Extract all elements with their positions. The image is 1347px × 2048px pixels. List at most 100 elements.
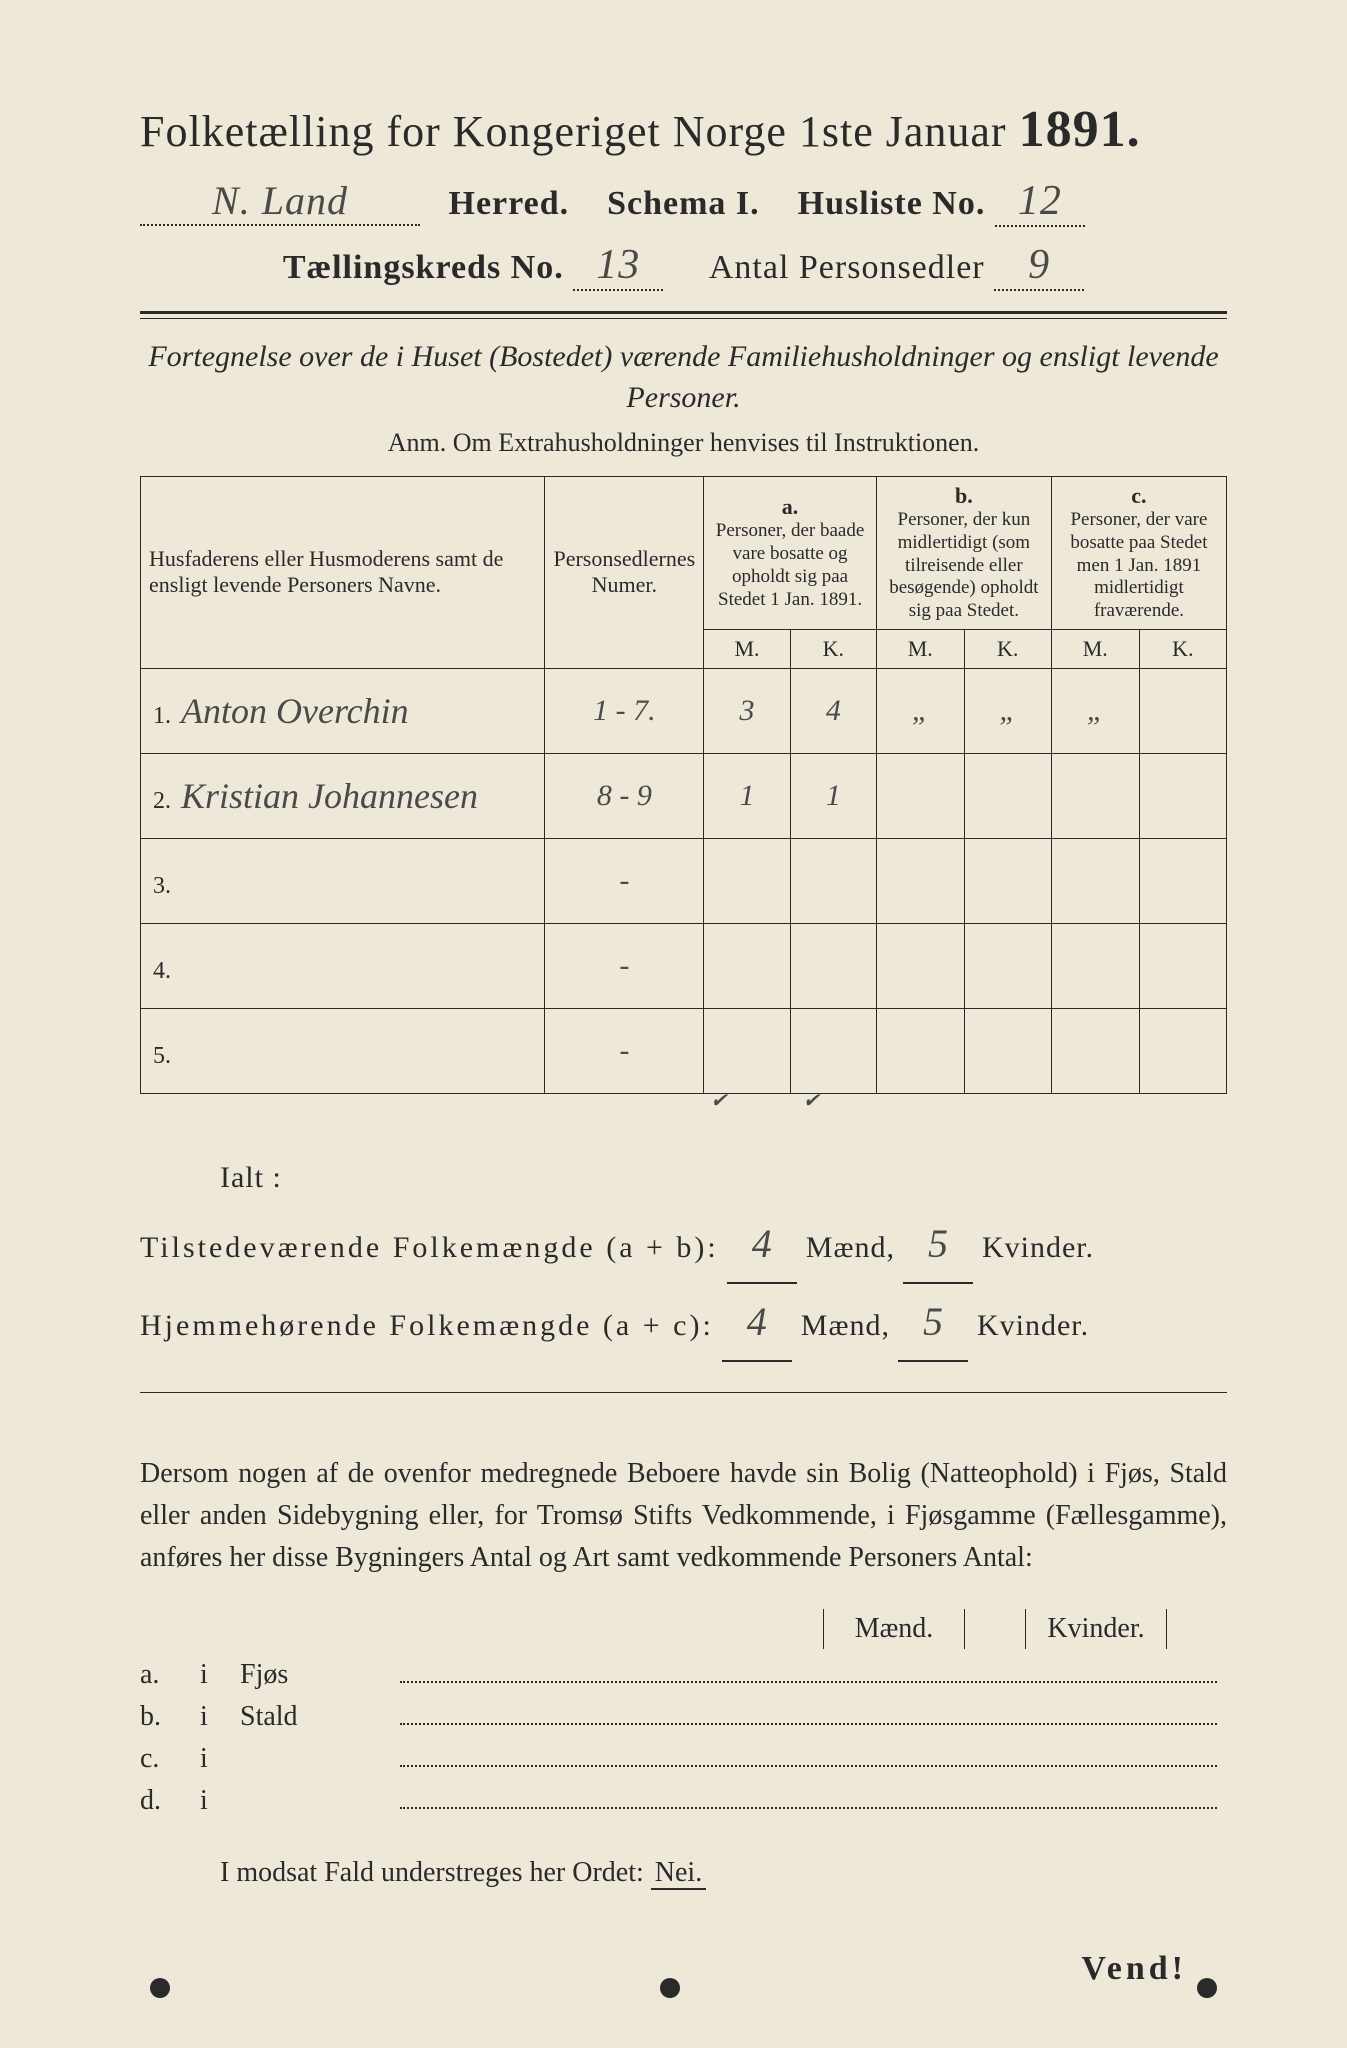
cell-ak	[790, 838, 876, 923]
row-number: 5.	[153, 1043, 181, 1070]
row-number: 3.	[153, 873, 181, 900]
herred-handwritten: N. Land	[140, 177, 420, 226]
cell-ak: 1	[790, 753, 876, 838]
l1-k: 5	[903, 1206, 973, 1284]
table-row: 2.Kristian Johannesen8 - 911	[141, 753, 1227, 838]
outbuilding-row: a.iFjøs	[140, 1659, 1227, 1691]
table-row: 5. -	[141, 1008, 1227, 1093]
cell-cm	[1051, 1008, 1139, 1093]
cell-am	[704, 838, 791, 923]
cell-ck	[1139, 838, 1226, 923]
row-number: 2.	[153, 788, 181, 815]
nei-line: I modsat Fald understreges her Ordet: Ne…	[140, 1857, 1227, 1889]
herred-label: Herred.	[449, 185, 570, 222]
ob-dots	[400, 1681, 1217, 1683]
ob-letter: a.	[140, 1659, 200, 1691]
cell-am: 3	[704, 668, 791, 753]
outbuilding-row: c.i	[140, 1743, 1227, 1775]
tilstede-label: Tilstedeværende Folkemængde (a + b):	[140, 1231, 719, 1264]
ob-i: i	[200, 1743, 240, 1775]
maend-label-1: Mænd,	[806, 1231, 895, 1264]
ob-head-k: Kvinder.	[1025, 1609, 1167, 1649]
cell-cm	[1051, 838, 1139, 923]
ialt-label: Ialt :	[220, 1149, 1227, 1206]
th-c: c.Personer, der vare bosatte paa Stedet …	[1051, 477, 1226, 630]
th-a: a.Personer, der baade vare bosatte og op…	[704, 477, 877, 630]
check-am: ✔	[710, 1090, 727, 1112]
punch-hole-left	[150, 1978, 170, 1998]
cell-bk	[964, 923, 1051, 1008]
th-a-m: M.	[704, 629, 791, 668]
outbuilding-row: d.i	[140, 1785, 1227, 1817]
name-cell: 3.	[141, 838, 545, 923]
cell-ak: 4	[790, 668, 876, 753]
cell-ck	[1139, 923, 1226, 1008]
totals-block: Ialt : Tilstedeværende Folkemængde (a + …	[140, 1149, 1227, 1362]
punch-hole-right	[1197, 1978, 1217, 1998]
ob-head: Mænd. Kvinder.	[140, 1609, 1227, 1649]
table-row: 1.Anton Overchin1 - 7.34„„„	[141, 668, 1227, 753]
th-names: Husfaderens eller Husmoderens samt de en…	[141, 477, 545, 669]
nei-word: Nei.	[651, 1857, 706, 1890]
totals-line-2: Hjemmehørende Folkemængde (a + c): 4 Mæn…	[140, 1284, 1227, 1362]
cell-cm: „	[1051, 668, 1139, 753]
check-ak: ✔	[803, 1090, 820, 1112]
rule-top-thin	[140, 318, 1227, 319]
herred-line: N. Land Herred. Schema I. Husliste No. 1…	[140, 177, 1227, 227]
cell-cm	[1051, 753, 1139, 838]
th-c-k: K.	[1139, 629, 1226, 668]
rule-mid	[140, 1392, 1227, 1393]
cell-am	[704, 923, 791, 1008]
census-form-page: Folketælling for Kongeriget Norge 1ste J…	[0, 0, 1347, 2048]
th-b-m: M.	[876, 629, 964, 668]
ob-dots	[400, 1807, 1217, 1809]
cell-ck	[1139, 668, 1226, 753]
title-prefix: Folketælling for Kongeriget Norge 1ste J…	[140, 107, 1007, 156]
maend-label-2: Mænd,	[801, 1309, 890, 1342]
kreds-line: Tællingskreds No. 13 Antal Personsedler …	[140, 241, 1227, 291]
table-row: 4.-	[141, 923, 1227, 1008]
cell-am	[704, 1008, 791, 1093]
ob-i: i	[200, 1785, 240, 1817]
check-row: ✔ ✔	[140, 1094, 1227, 1119]
cell-bk	[964, 1008, 1051, 1093]
subtitle: Fortegnelse over de i Huset (Bostedet) v…	[140, 337, 1227, 418]
cell-ck	[1139, 753, 1226, 838]
cell-ck	[1139, 1008, 1226, 1093]
l2-m: 4	[722, 1284, 792, 1362]
ob-i: i	[200, 1659, 240, 1691]
title-year: 1891.	[1019, 101, 1141, 158]
totals-line-1: Tilstedeværende Folkemængde (a + b): 4 M…	[140, 1206, 1227, 1284]
kvinder-label-1: Kvinder.	[982, 1231, 1094, 1264]
rule-top-thick	[140, 311, 1227, 314]
ob-head-m: Mænd.	[823, 1609, 965, 1649]
anm-note: Anm. Om Extrahusholdninger henvises til …	[140, 428, 1227, 458]
kreds-no-hand: 13	[573, 241, 663, 291]
ob-name: Stald	[240, 1701, 400, 1733]
cell-ak	[790, 1008, 876, 1093]
row-number: 1.	[153, 703, 181, 730]
th-b-k: K.	[964, 629, 1051, 668]
numer-cell: -	[545, 838, 704, 923]
th-a-k: K.	[790, 629, 876, 668]
ob-dots	[400, 1765, 1217, 1767]
cell-bk	[964, 838, 1051, 923]
name-cell: 4.	[141, 923, 545, 1008]
name-cell: 1.Anton Overchin	[141, 668, 545, 753]
th-b: b.Personer, der kun midlertidigt (som ti…	[876, 477, 1051, 630]
outbuildings-block: Mænd. Kvinder. a.iFjøsb.iStaldc.id.i	[140, 1609, 1227, 1817]
numer-cell: 1 - 7.	[545, 668, 704, 753]
ob-i: i	[200, 1701, 240, 1733]
l1-m: 4	[727, 1206, 797, 1284]
kvinder-label-2: Kvinder.	[977, 1309, 1089, 1342]
ob-name: Fjøs	[240, 1659, 400, 1691]
numer-cell: -	[545, 1008, 704, 1093]
vend-label: Vend!	[1081, 1950, 1187, 1988]
person-name-hand: Anton Overchin	[181, 691, 409, 731]
name-cell: 5.	[141, 1008, 545, 1093]
th-numer: Personsedlernes Numer.	[545, 477, 704, 669]
outbuilding-row: b.iStald	[140, 1701, 1227, 1733]
ob-letter: d.	[140, 1785, 200, 1817]
personsedler-hand: 9	[994, 241, 1084, 291]
cell-bm	[876, 923, 964, 1008]
